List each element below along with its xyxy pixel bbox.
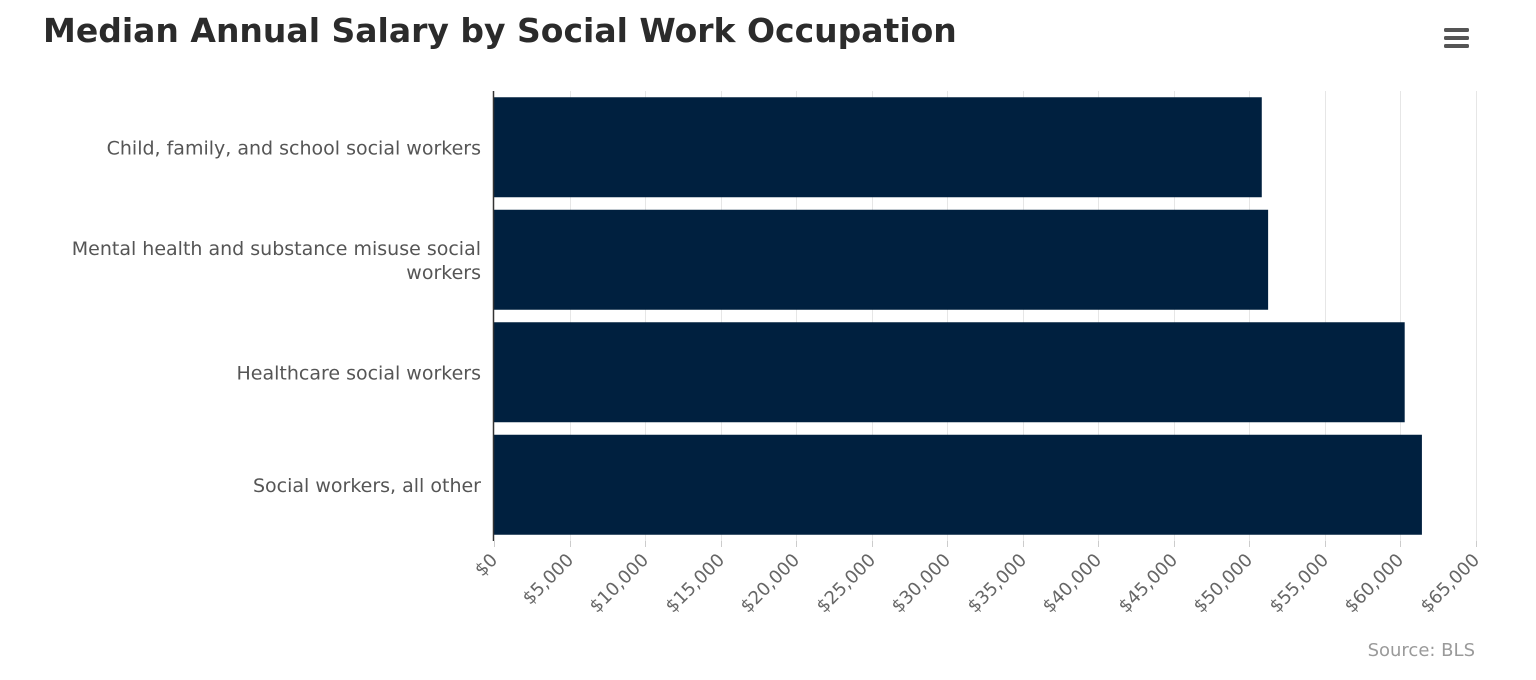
- hamburger-menu-icon: [1444, 28, 1469, 48]
- chart-menu-button[interactable]: [1436, 22, 1476, 56]
- category-label: Social workers, all other: [253, 475, 481, 497]
- source-credit: Source: BLS: [1367, 640, 1475, 661]
- x-tick-labels: $0 $5,000 $10,000 $15,000 $20,000 $25,000 $30,…: [471, 550, 1484, 617]
- x-tick-label: $15,000: [662, 550, 729, 617]
- x-tick-label: $10,000: [586, 550, 653, 617]
- x-tick-label: $20,000: [737, 550, 804, 617]
- category-label: Mental health and substance misuse socia…: [72, 238, 481, 284]
- x-tick-label: $25,000: [813, 550, 880, 617]
- x-tick-label: $55,000: [1266, 550, 1333, 617]
- bar[interactable]: [494, 434, 1422, 535]
- chart-title: Median Annual Salary by Social Work Occu…: [43, 11, 957, 50]
- bars: [494, 97, 1422, 535]
- bar[interactable]: [494, 322, 1405, 423]
- x-tick-label: $65,000: [1417, 550, 1484, 617]
- x-tick-label: $0: [471, 550, 502, 581]
- x-tick-label: $5,000: [519, 550, 578, 609]
- category-label: Healthcare social workers: [236, 362, 481, 384]
- bar[interactable]: [494, 209, 1269, 310]
- axes: [492, 91, 1477, 547]
- x-tick-label: $50,000: [1190, 550, 1257, 617]
- bar[interactable]: [494, 97, 1262, 198]
- x-tick-label: $60,000: [1341, 550, 1408, 617]
- x-tick-label: $30,000: [888, 550, 955, 617]
- category-label: Child, family, and school social workers: [107, 137, 481, 159]
- x-tick-label: $45,000: [1115, 550, 1182, 617]
- category-labels: Child, family, and school social workers…: [72, 137, 481, 497]
- x-tick-label: $40,000: [1039, 550, 1106, 617]
- x-tick-label: $35,000: [964, 550, 1031, 617]
